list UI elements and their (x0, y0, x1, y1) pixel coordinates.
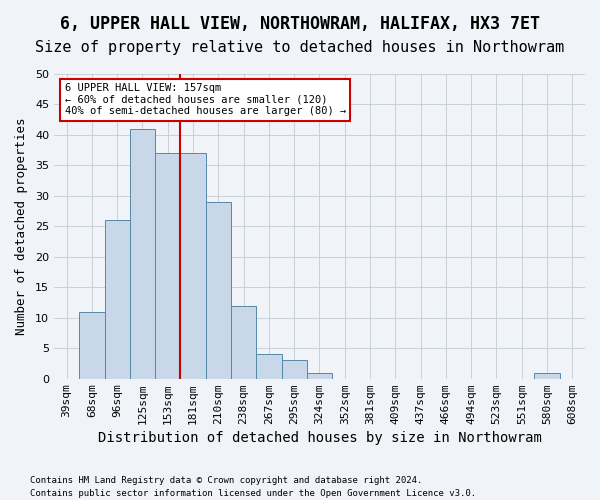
Bar (256, 354, 281, 378)
Bar (535, 372, 560, 378)
Bar (181, 153, 206, 378)
Bar (307, 372, 332, 378)
Y-axis label: Number of detached properties: Number of detached properties (15, 118, 28, 335)
Bar (155, 153, 181, 378)
Text: Contains public sector information licensed under the Open Government Licence v3: Contains public sector information licen… (30, 488, 476, 498)
Text: 6, UPPER HALL VIEW, NORTHOWRAM, HALIFAX, HX3 7ET: 6, UPPER HALL VIEW, NORTHOWRAM, HALIFAX,… (60, 15, 540, 33)
Bar (231, 306, 256, 378)
Text: Contains HM Land Registry data © Crown copyright and database right 2024.: Contains HM Land Registry data © Crown c… (30, 476, 422, 485)
Bar (79, 312, 104, 378)
Bar (130, 129, 155, 378)
Bar (206, 202, 231, 378)
Text: 6 UPPER HALL VIEW: 157sqm
← 60% of detached houses are smaller (120)
40% of semi: 6 UPPER HALL VIEW: 157sqm ← 60% of detac… (65, 83, 346, 116)
Bar (104, 220, 130, 378)
Text: Size of property relative to detached houses in Northowram: Size of property relative to detached ho… (35, 40, 565, 55)
X-axis label: Distribution of detached houses by size in Northowram: Distribution of detached houses by size … (98, 431, 541, 445)
Bar (281, 360, 307, 378)
